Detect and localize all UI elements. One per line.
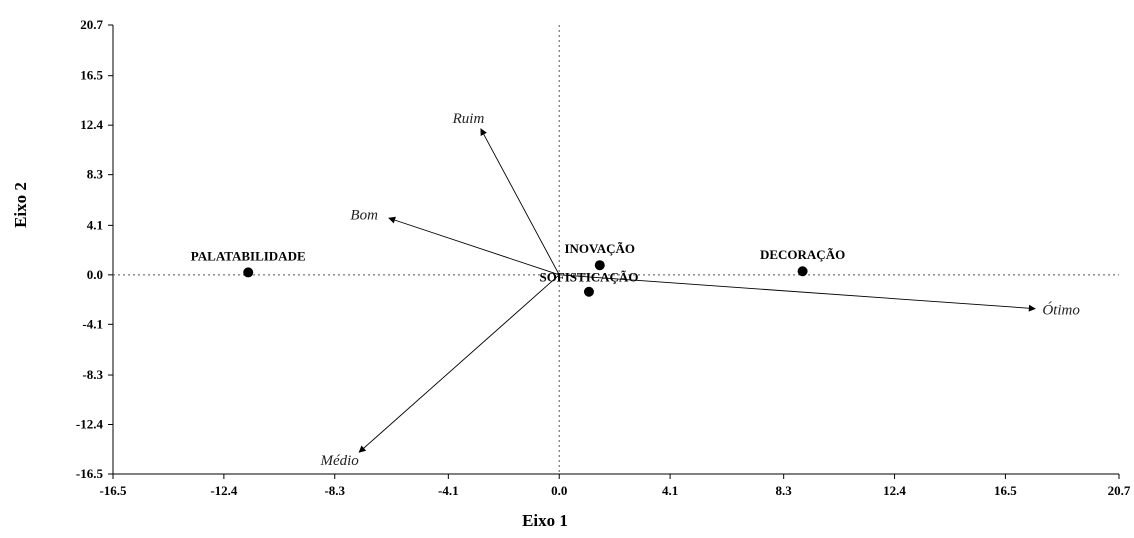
data-point-label: SOFISTICAÇÃO [539, 270, 638, 285]
y-tick-label: -12.4 [76, 417, 104, 432]
data-point [583, 286, 594, 297]
y-tick-label: 4.1 [87, 217, 103, 232]
x-tick-label: 12.4 [883, 483, 906, 498]
x-tick-label: 0.0 [551, 483, 567, 498]
y-tick-label: -4.1 [82, 316, 103, 331]
x-axis-title: Eixo 1 [522, 511, 568, 530]
x-tick-label: 8.3 [776, 483, 793, 498]
x-tick-label: -4.1 [438, 483, 459, 498]
point-group: PALATABILIDADE INOVAÇÃO SOFISTICAÇÃO DECORA… [191, 241, 845, 297]
x-tick-group: -16.5 -12.4 -8.3 -4.1 0.0 4.1 8.3 12.4 16.5 20.7 [99, 474, 1131, 498]
vector-label: Bom [350, 207, 378, 223]
vector-label: Ruim [452, 111, 485, 127]
y-tick-label: -16.5 [76, 466, 104, 481]
x-tick-label: -16.5 [99, 483, 127, 498]
y-tick-label: -8.3 [82, 367, 103, 382]
y-tick-group: 20.7 16.5 12.4 8.3 4.1 0.0 -4.1 -8.3 -12.4 -16.5 [76, 17, 113, 481]
x-tick-label: 20.7 [1108, 483, 1131, 498]
data-point [243, 267, 254, 278]
data-point-label: INOVAÇÃO [564, 241, 635, 256]
vector-arrow [480, 128, 560, 276]
y-tick-label: 8.3 [87, 167, 104, 182]
data-point [797, 266, 808, 277]
vector-label: Ótimo [1042, 301, 1080, 318]
data-point [594, 260, 605, 271]
x-tick-label: -8.3 [324, 483, 345, 498]
x-tick-label: 4.1 [662, 483, 678, 498]
data-point-label: PALATABILIDADE [191, 248, 306, 263]
vector-label: Médio [319, 453, 359, 469]
y-axis-title: Eixo 2 [11, 182, 30, 228]
vector-arrow [559, 274, 1036, 312]
y-tick-label: 12.4 [80, 117, 103, 132]
vector-group: Ruim Bom Ótimo Médio [319, 111, 1080, 469]
y-tick-label: 20.7 [80, 17, 103, 32]
data-point-label: DECORAÇÃO [760, 247, 845, 262]
vector-arrow [358, 274, 560, 453]
x-tick-label: 16.5 [994, 483, 1017, 498]
x-tick-label: -12.4 [210, 483, 238, 498]
vector-arrow [388, 216, 560, 276]
y-tick-label: 16.5 [80, 68, 103, 83]
y-tick-label: 0.0 [87, 267, 103, 282]
